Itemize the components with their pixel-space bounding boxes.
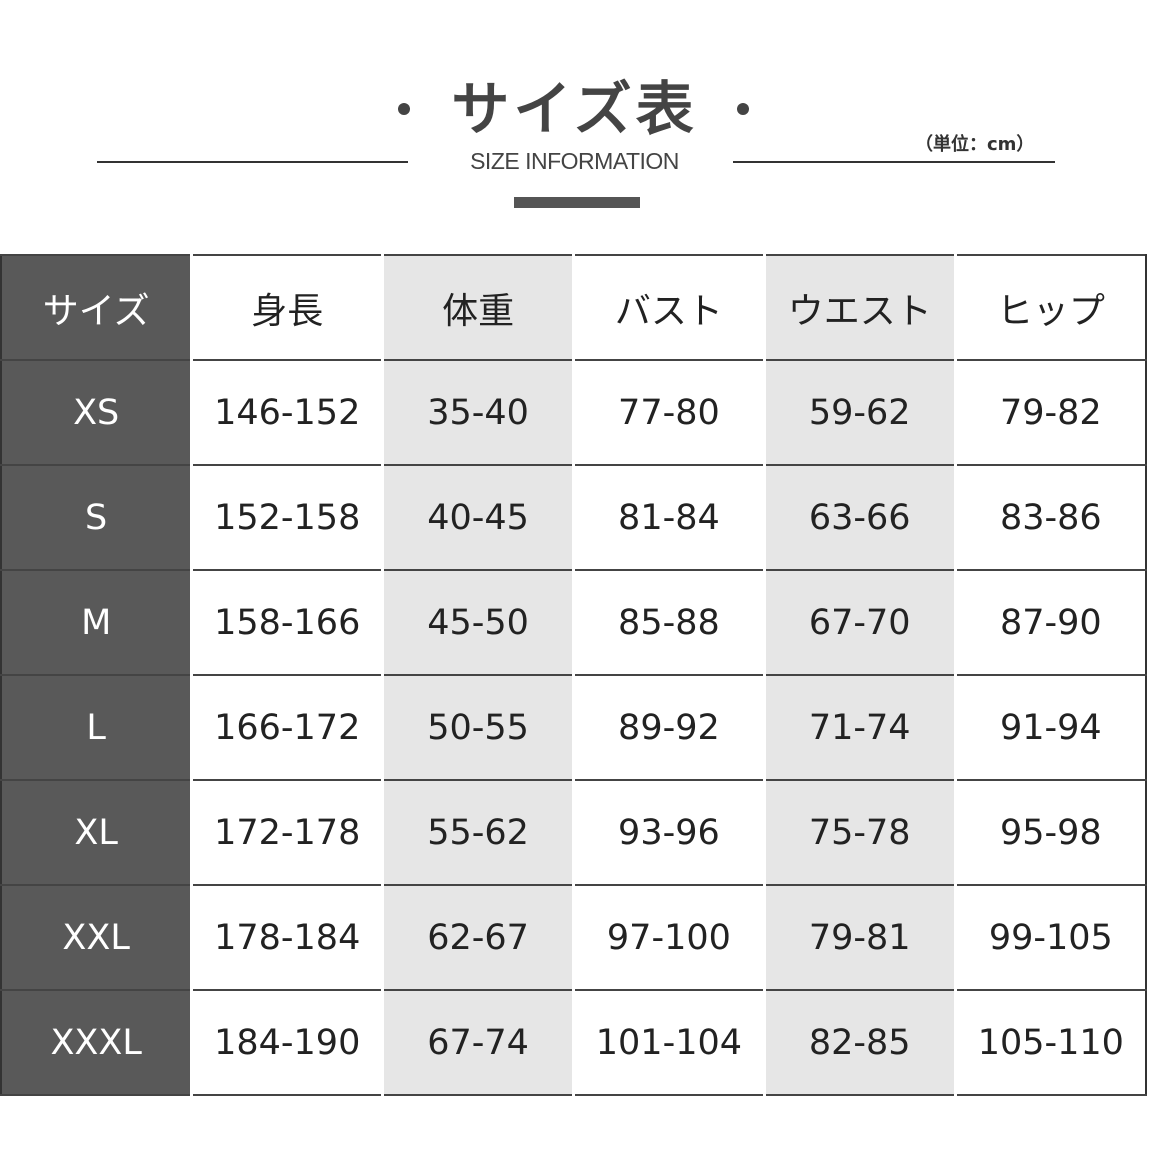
table-cell: 152-158: [190, 464, 383, 571]
table-cell: 55-62: [381, 779, 574, 886]
table-row: L 166-172 50-55 89-92 71-74 91-94: [0, 674, 1147, 781]
table-row: XS 146-152 35-40 77-80 59-62 79-82: [0, 359, 1147, 466]
table-cell: 166-172: [190, 674, 383, 781]
divider-left: [97, 161, 408, 163]
table-cell: S: [0, 464, 192, 571]
table-cell: 89-92: [571, 674, 765, 781]
table-cell: 67-70: [762, 569, 956, 676]
table-row: XXXL 184-190 67-74 101-104 82-85 105-110: [0, 989, 1147, 1096]
header-cell: ヒップ: [953, 254, 1147, 361]
table-cell: 83-86: [953, 464, 1147, 571]
table-cell: 97-100: [571, 884, 765, 991]
table-cell: 158-166: [190, 569, 383, 676]
title-dot-left: [398, 103, 410, 115]
table-cell: 99-105: [953, 884, 1147, 991]
header-cell: サイズ: [0, 254, 192, 361]
table-cell: 178-184: [190, 884, 383, 991]
table-row: M 158-166 45-50 85-88 67-70 87-90: [0, 569, 1147, 676]
table-cell: 63-66: [762, 464, 956, 571]
divider-right: [733, 161, 1055, 163]
table-cell: 87-90: [953, 569, 1147, 676]
header-cell: 身長: [190, 254, 383, 361]
table-row: XL 172-178 55-62 93-96 75-78 95-98: [0, 779, 1147, 886]
table-row: S 152-158 40-45 81-84 63-66 83-86: [0, 464, 1147, 571]
table-cell: 91-94: [953, 674, 1147, 781]
header-cell: バスト: [571, 254, 765, 361]
table-cell: 172-178: [190, 779, 383, 886]
table-cell: 75-78: [762, 779, 956, 886]
table-cell: 71-74: [762, 674, 956, 781]
accent-bar: [514, 197, 640, 208]
table-cell: 79-82: [953, 359, 1147, 466]
header-cell: 体重: [381, 254, 574, 361]
table-header-row: サイズ 身長 体重 バスト ウエスト ヒップ: [0, 254, 1147, 361]
table-cell: 50-55: [381, 674, 574, 781]
table-cell: 77-80: [571, 359, 765, 466]
page-title: サイズ表: [451, 75, 698, 143]
table-cell: 35-40: [381, 359, 574, 466]
table-cell: 79-81: [762, 884, 956, 991]
table-cell: 101-104: [571, 989, 765, 1096]
size-table: サイズ 身長 体重 バスト ウエスト ヒップ XS 146-152 35-40 77-80 59-6…: [0, 254, 1147, 1096]
table-cell: 82-85: [762, 989, 956, 1096]
table-cell: 81-84: [571, 464, 765, 571]
table-cell: 45-50: [381, 569, 574, 676]
subtitle: SIZE INFORMATION: [470, 148, 679, 174]
table-cell: 184-190: [190, 989, 383, 1096]
table-cell: M: [0, 569, 192, 676]
table-cell: 67-74: [381, 989, 574, 1096]
header-cell: ウエスト: [762, 254, 956, 361]
table-cell: XXXL: [0, 989, 192, 1096]
table-cell: 59-62: [762, 359, 956, 466]
table-cell: L: [0, 674, 192, 781]
table-cell: 93-96: [571, 779, 765, 886]
table-row: XXL 178-184 62-67 97-100 79-81 99-105: [0, 884, 1147, 991]
table-cell: XS: [0, 359, 192, 466]
table-cell: XXL: [0, 884, 192, 991]
table-cell: 62-67: [381, 884, 574, 991]
unit-label: （単位：cm）: [915, 134, 1035, 155]
table-cell: 95-98: [953, 779, 1147, 886]
table-cell: 40-45: [381, 464, 574, 571]
title-dot-right: [737, 103, 749, 115]
table-cell: 85-88: [571, 569, 765, 676]
table-cell: 105-110: [953, 989, 1147, 1096]
table-cell: XL: [0, 779, 192, 886]
table-cell: 146-152: [190, 359, 383, 466]
